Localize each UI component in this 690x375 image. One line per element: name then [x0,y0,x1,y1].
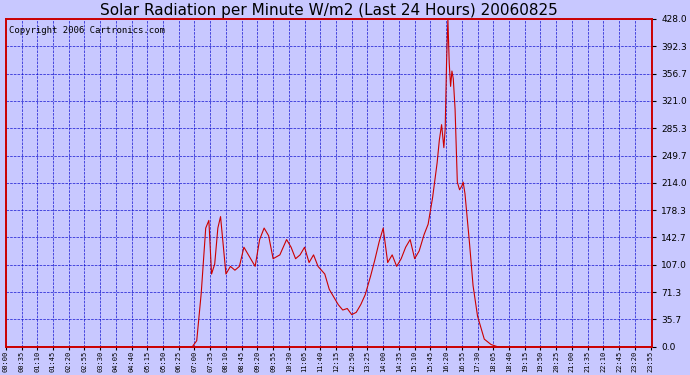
Title: Solar Radiation per Minute W/m2 (Last 24 Hours) 20060825: Solar Radiation per Minute W/m2 (Last 24… [100,3,558,18]
Text: Copyright 2006 Cartronics.com: Copyright 2006 Cartronics.com [9,26,165,34]
